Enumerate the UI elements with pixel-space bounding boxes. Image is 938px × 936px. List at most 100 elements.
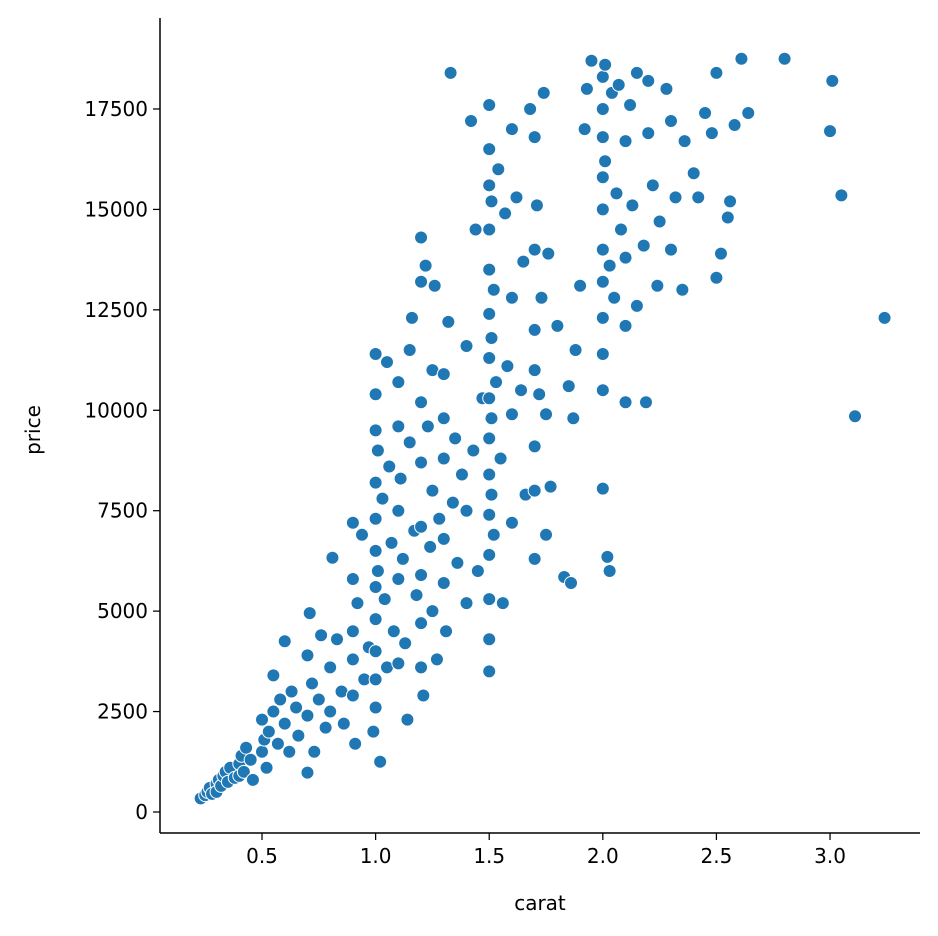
scatter-point [436, 531, 451, 546]
scatter-point [498, 206, 513, 221]
scatter-point [436, 576, 451, 591]
scatter-point [345, 652, 360, 667]
scatter-point [484, 330, 499, 345]
scatter-point [625, 198, 640, 213]
scatter-point [595, 347, 610, 362]
scatter-point [713, 246, 728, 261]
scatter-point [277, 634, 292, 649]
scatter-point [482, 592, 497, 607]
scatter-point [675, 282, 690, 297]
scatter-point [527, 130, 542, 145]
y-tick-label: 17500 [84, 97, 148, 121]
scatter-point [318, 720, 333, 735]
scatter-point [427, 278, 442, 293]
x-tick-label: 1.5 [473, 844, 505, 868]
scatter-point [373, 754, 388, 769]
y-tick-label: 5000 [97, 599, 148, 623]
scatter-point [255, 744, 270, 759]
scatter-point [354, 527, 369, 542]
scatter-point [598, 57, 613, 72]
scatter-point [368, 612, 383, 627]
scatter-point [345, 624, 360, 639]
scatter-point [482, 222, 497, 237]
scatter-point [468, 222, 483, 237]
y-tick-label: 10000 [84, 398, 148, 422]
scatter-point [595, 202, 610, 217]
scatter-point [266, 704, 281, 719]
scatter-point [245, 772, 260, 787]
scatter-point [777, 51, 792, 66]
scatter-point [709, 270, 724, 285]
scatter-point [641, 73, 656, 88]
scatter-point [482, 178, 497, 193]
scatter-point [573, 278, 588, 293]
scatter-point [825, 73, 840, 88]
scatter-point [391, 419, 406, 434]
scatter-point [613, 222, 628, 237]
scatter-point [425, 483, 440, 498]
scatter-point [300, 648, 315, 663]
scatter-point [595, 69, 610, 84]
scatter-point [482, 431, 497, 446]
scatter-point [302, 606, 317, 621]
scatter-point [600, 549, 615, 564]
scatter-point [482, 97, 497, 112]
scatter-point [368, 672, 383, 687]
scatter-point [848, 409, 863, 424]
scatter-point [395, 551, 410, 566]
scatter-point [429, 652, 444, 667]
scatter-point [486, 282, 501, 297]
scatter-point [595, 481, 610, 496]
scatter-point [723, 194, 738, 209]
scatter-point [607, 290, 622, 305]
scatter-point [527, 242, 542, 257]
scatter-point [418, 258, 433, 273]
scatter-point [629, 65, 644, 80]
scatter-point [636, 238, 651, 253]
x-tick-label: 3.0 [814, 844, 846, 868]
scatter-point [877, 310, 892, 325]
scatter-point [504, 290, 519, 305]
scatter-point [727, 118, 742, 133]
scatter-point [504, 515, 519, 530]
scatter-point [564, 576, 579, 591]
scatter-point [368, 423, 383, 438]
scatter-point [677, 134, 692, 149]
scatter-point [484, 487, 499, 502]
scatter-point [282, 744, 297, 759]
scatter-point [529, 198, 544, 213]
scatter-point [459, 339, 474, 354]
scatter-point [618, 250, 633, 265]
scatter-point [366, 724, 381, 739]
scatter-point [514, 383, 529, 398]
scatter-point [602, 563, 617, 578]
scatter-point [414, 660, 429, 675]
scatter-point [495, 596, 510, 611]
scatter-point [414, 519, 429, 534]
scatter-point [423, 539, 438, 554]
scatter-point [493, 451, 508, 466]
scatter-point [532, 387, 547, 402]
scatter-point [441, 314, 456, 329]
y-tick-label: 7500 [97, 499, 148, 523]
scatter-point [368, 543, 383, 558]
scatter-point [414, 616, 429, 631]
scatter-point [325, 550, 340, 565]
scatter-point [329, 632, 344, 647]
scatter-point [741, 106, 756, 121]
scatter-point [391, 656, 406, 671]
scatter-point [436, 367, 451, 382]
scatter-point [577, 122, 592, 137]
scatter-point [368, 511, 383, 526]
scatter-point [561, 379, 576, 394]
scatter-point [482, 632, 497, 647]
scatter-point [311, 692, 326, 707]
scatter-point [698, 106, 713, 121]
scatter-point [550, 318, 565, 333]
scatter-point [595, 130, 610, 145]
scatter-point [568, 343, 583, 358]
x-tick-label: 0.5 [246, 844, 278, 868]
scatter-point [300, 765, 315, 780]
scatter-point [345, 515, 360, 530]
scatter-point [259, 760, 274, 775]
